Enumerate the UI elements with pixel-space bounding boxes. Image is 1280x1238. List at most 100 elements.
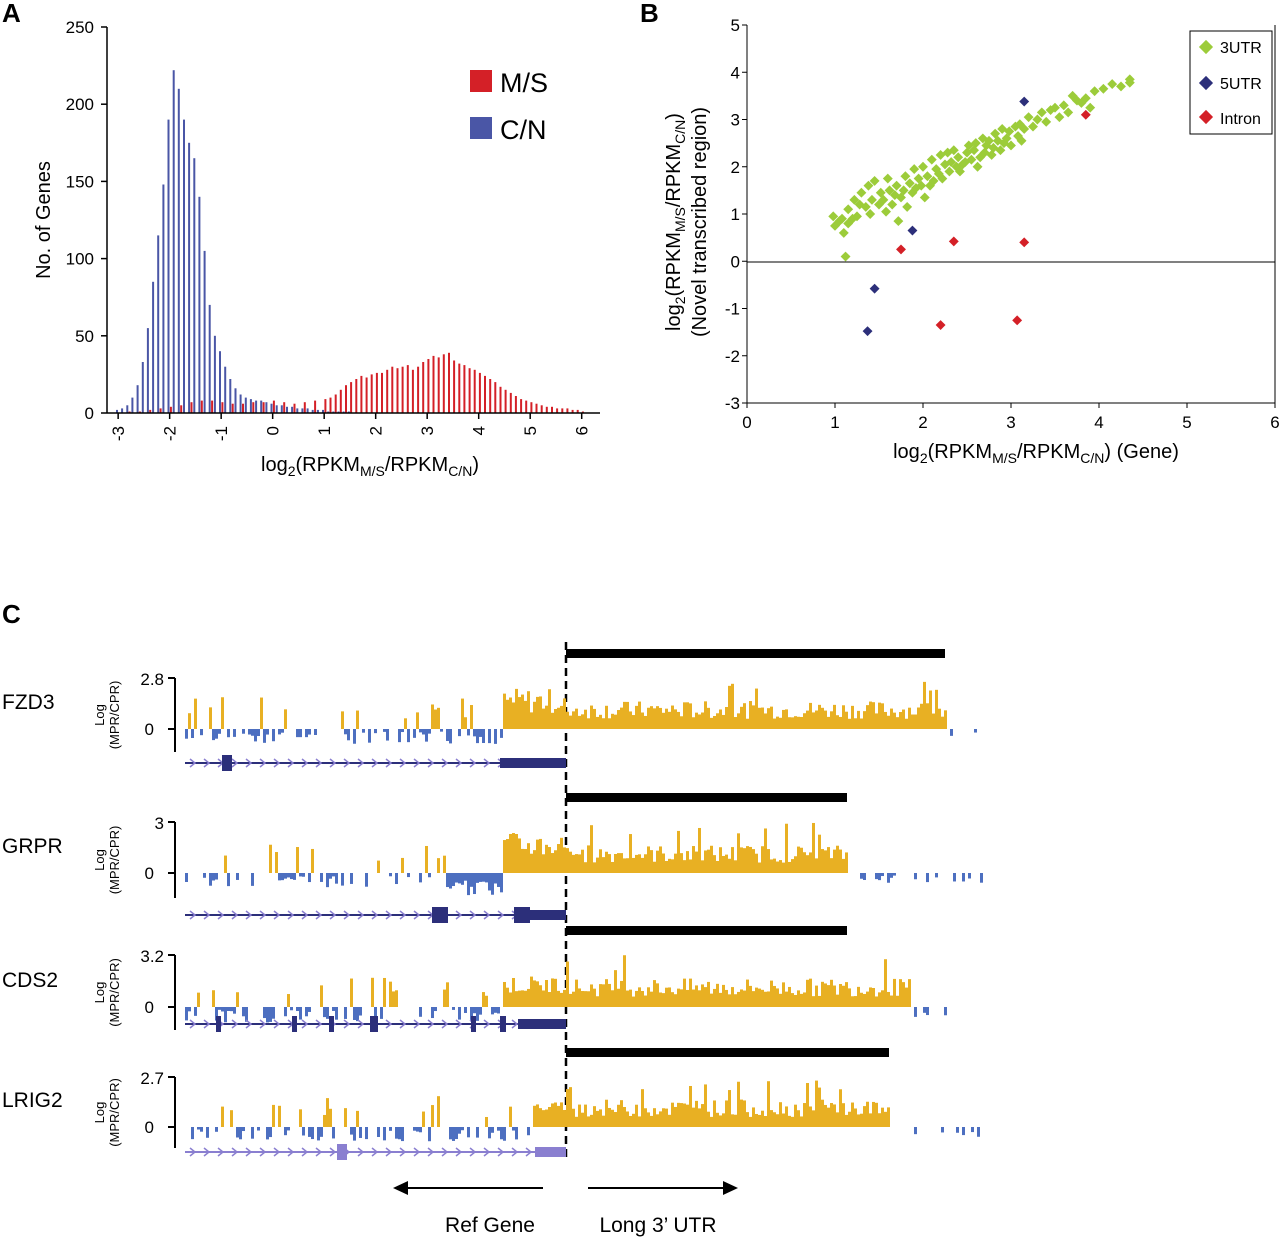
signal-bar [773,718,776,729]
signal-bar [701,712,704,729]
signal-bar [728,685,731,729]
signal-bar [581,849,584,873]
signal-bar [782,862,785,873]
gene-model-exon [518,1019,566,1029]
hist-bar-ms-62 [540,405,543,413]
track-row-cds2: CDS2 Log (MPR/CPR) 3.2 0 [2,926,947,1032]
signal-bar [854,1108,857,1127]
signal-bar [512,1127,515,1131]
signal-bar [830,979,833,1007]
signal-bar [314,729,317,735]
signal-bar [188,1007,191,1012]
signal-bar [272,1104,275,1127]
signal-bar [776,1114,779,1127]
signal-bar [200,729,203,736]
signal-bar [800,1116,803,1127]
signal-bar [914,714,917,729]
scatter-point-3utr-86 [1032,114,1043,125]
signal-bar [311,848,314,873]
signal-bar [578,854,581,873]
signal-bar [665,860,668,873]
hist-bar-cn-11 [172,70,175,413]
gene-model-chevron [525,1147,533,1157]
track-zero-label: 0 [145,864,154,883]
track-signal [185,822,983,896]
signal-bar [305,729,308,738]
gene-model-chevron [203,1019,211,1029]
hist-bar-cn-20 [219,351,221,413]
signal-bar [278,1105,281,1127]
signal-bar [680,716,683,729]
signal-bar [818,1087,821,1127]
signal-bar [215,1127,218,1132]
scatter-x-label-sub-ms: M/S [992,450,1017,466]
signal-bar [506,987,509,1007]
signal-bar [713,988,716,1007]
signal-bar [575,708,578,729]
track-ylabel-log: Log [92,982,107,1004]
signal-bar [611,713,614,729]
signal-bar [263,729,266,743]
signal-bar [728,858,731,873]
hist-bar-cn-25 [244,397,247,413]
signal-bar [548,992,551,1007]
hist-bar-ms-64 [551,406,553,413]
signal-bar [419,729,422,733]
signal-bar [767,708,770,729]
signal-bar [752,849,755,873]
track-ylabel-log: Log [92,1102,107,1124]
signal-bar [491,1127,494,1133]
signal-bar [860,873,863,879]
signal-bar [359,1127,362,1138]
scatter-xtick-label-3: 3 [1006,413,1015,432]
signal-bar [713,716,716,729]
signal-bar [692,717,695,729]
signal-bar [563,1110,566,1127]
signal-bar [668,1114,671,1127]
signal-bar [683,1103,686,1127]
gene-model-chevron [343,1019,351,1029]
signal-bar [260,697,263,729]
hist-bar-ms-10 [221,402,224,413]
signal-bar [233,729,236,737]
signal-bar [629,989,632,1007]
signal-bar [536,981,539,1007]
hist-ytick-label-1: 50 [75,327,94,346]
signal-bar [476,1127,479,1138]
signal-bar [746,1112,749,1127]
gene-model-chevron [399,910,407,920]
gene-model-chevron [245,1147,253,1157]
signal-bar [854,718,857,729]
signal-bar [731,847,734,873]
gene-model [185,1144,566,1160]
signal-bar [722,984,725,1007]
signal-bar [518,838,521,873]
signal-bar [752,991,755,1007]
gene-model-chevron [273,1019,281,1029]
hist-xtick-label-6: 3 [418,426,437,435]
track-signal [185,955,947,1023]
signal-bar [578,988,581,1007]
signal-bar [851,996,854,1007]
hist-bar-ms-28 [365,377,368,413]
signal-bar [608,854,611,873]
hist-bar-ms-19 [314,400,317,413]
signal-bar [824,710,827,729]
hist-bar-ms-38 [417,366,420,413]
signal-bar [902,982,905,1007]
signal-bar [245,1007,248,1022]
gene-model-chevron [385,1147,393,1157]
signal-bar [794,1104,797,1127]
signal-bar [788,986,791,1007]
hist-bar-ms-48 [468,368,471,413]
signal-bar [773,858,776,873]
signal-bar [239,1127,242,1140]
signal-bar [362,729,365,733]
signal-bar [560,837,563,873]
scatter-point-3utr-98 [1085,102,1096,113]
signal-bar [299,729,302,738]
signal-bar [479,873,482,882]
scatter-point-3utr-15 [865,209,876,219]
signal-bar [623,955,626,1007]
